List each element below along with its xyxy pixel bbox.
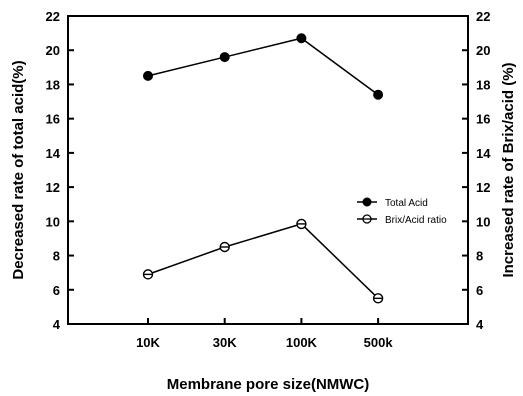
right-y-tick-label: 10 <box>476 214 490 229</box>
series-layer <box>142 33 384 304</box>
series-line-brix-acid-ratio <box>147 223 379 299</box>
right-y-tick-label: 14 <box>476 146 491 161</box>
left-y-tick-label: 6 <box>53 283 60 298</box>
data-point-brix-acid-ratio <box>219 241 230 253</box>
x-tick-label: 30K <box>213 335 237 350</box>
left-y-axis-title: Decreased rate of total acid(%) <box>10 60 27 279</box>
legend-label-brix-acid-ratio: Brix/Acid ratio <box>385 215 447 226</box>
data-point-brix-acid-ratio <box>372 293 384 304</box>
legend-marker-total-acid <box>362 197 372 207</box>
x-tick-label: 10K <box>136 335 160 350</box>
right-y-tick-label: 8 <box>476 249 483 264</box>
data-point-total-acid <box>373 89 384 100</box>
left-y-tick-label: 22 <box>46 9 60 24</box>
left-y-tick-label: 8 <box>53 249 60 264</box>
x-tick-label: 100K <box>286 335 318 350</box>
legend: Total Acid Brix/Acid ratio <box>357 197 447 226</box>
left-y-tick-label: 10 <box>46 214 60 229</box>
right-y-axis: 4 6 8 10 12 14 16 18 20 22 <box>462 9 491 332</box>
data-point-brix-acid-ratio <box>142 269 154 280</box>
right-y-tick-label: 16 <box>476 112 490 127</box>
left-y-axis: 4 6 8 10 12 14 16 18 20 22 <box>46 9 74 332</box>
right-y-axis-title: Increased rate of Brix/acid (%) <box>500 62 517 277</box>
left-y-tick-label: 14 <box>46 146 61 161</box>
x-axis: 10K 30K 100K 500k <box>136 318 393 350</box>
left-y-tick-label: 12 <box>46 180 60 195</box>
x-axis-title: Membrane pore size(NMWC) <box>167 376 370 393</box>
right-y-tick-label: 4 <box>476 317 484 332</box>
left-y-tick-label: 20 <box>46 43 60 58</box>
data-point-brix-acid-ratio <box>296 218 307 230</box>
left-y-tick-label: 16 <box>46 112 60 127</box>
plot-frame <box>67 15 469 325</box>
data-point-total-acid <box>143 70 153 81</box>
data-point-total-acid <box>219 52 230 63</box>
data-point-total-acid <box>296 33 307 44</box>
right-y-tick-label: 22 <box>476 9 490 24</box>
right-y-tick-label: 12 <box>476 180 490 195</box>
x-tick-label: 500k <box>364 335 394 350</box>
series-line-total-acid <box>147 37 379 96</box>
legend-label-total-acid: Total Acid <box>385 198 428 209</box>
right-y-tick-label: 6 <box>476 283 483 298</box>
left-y-tick-label: 18 <box>46 77 60 92</box>
right-y-tick-label: 18 <box>476 77 490 92</box>
legend-marker-brix-acid-ratio <box>362 214 372 224</box>
left-y-tick-label: 4 <box>53 317 61 332</box>
right-y-tick-label: 20 <box>476 43 490 58</box>
